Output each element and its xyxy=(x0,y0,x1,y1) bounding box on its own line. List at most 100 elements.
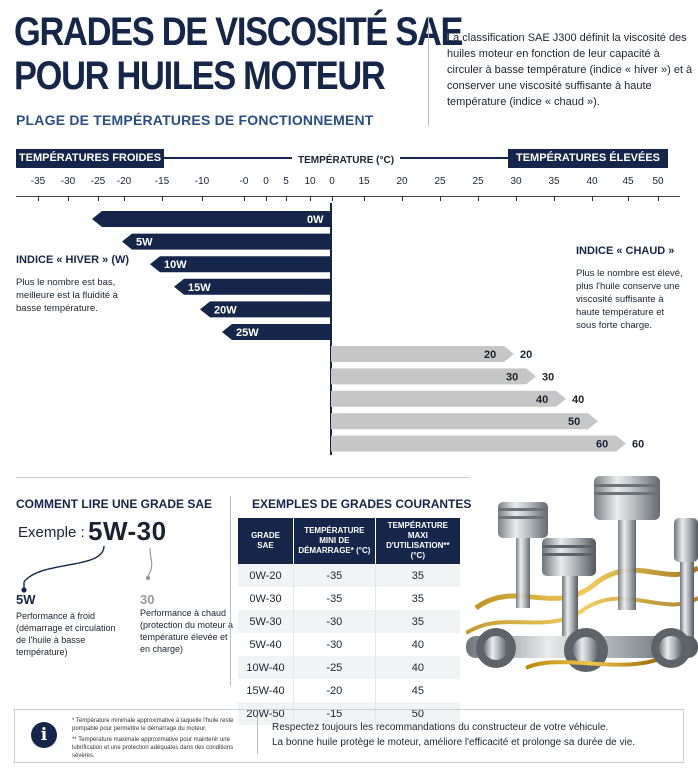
hot-bar-outside-label: 40 xyxy=(572,394,584,406)
hot-bar xyxy=(331,346,514,362)
examples-table-wrap: GRADE SAE TEMPÉRATURE MINI DE DÉMARRAGE*… xyxy=(238,518,460,725)
hot-bar xyxy=(331,435,626,452)
table-row: 20W-50 -15 50 xyxy=(238,702,460,725)
winter-bar-label: 15W xyxy=(188,282,211,294)
temperature-axis-label: TEMPÉRATURE (°C) xyxy=(292,150,401,168)
axis-tick-label: 0 xyxy=(329,176,335,187)
table-cell: 15W-40 xyxy=(238,679,295,702)
hot-code-text: Performance à chaud (protection du moteu… xyxy=(140,608,234,654)
header-max-temp: TEMPÉRATURE MAXI D'UTILISATION** (°C) xyxy=(375,518,460,564)
table-cell: -30 xyxy=(293,633,376,656)
winter-bar-label: 5W xyxy=(136,237,153,249)
cold-temperatures-bar: TEMPÉRATURES FROIDES xyxy=(16,149,164,168)
axis-tick-mark xyxy=(658,196,659,201)
table-cell: 50 xyxy=(375,702,460,725)
hot-bar-label: 60 xyxy=(596,439,608,451)
table-cell: 35 xyxy=(375,610,460,633)
table-cell: 35 xyxy=(375,564,460,587)
hot-bar xyxy=(331,413,598,430)
header-min-temp: TEMPÉRATURE MINI DE DÉMARRAGE* (°C) xyxy=(293,518,376,564)
table-row: 10W-40 -25 40 xyxy=(238,656,460,679)
axis-ticks: -35 -30 -25 -20 -15 -10 -0 0 5 10 0 15 20 25 25 30 35 40 4… xyxy=(0,176,698,202)
axis-tick-label: 40 xyxy=(586,176,598,187)
footer-divider xyxy=(257,716,258,754)
winter-bar-label: 25W xyxy=(236,327,259,339)
page-subtitle: PLAGE DE TEMPÉRATURES DE FONCTIONNEMENT xyxy=(16,112,374,128)
axis-line xyxy=(16,196,680,197)
axis-tick-mark xyxy=(310,196,311,201)
table-cell: -30 xyxy=(293,610,376,633)
axis-tick-mark xyxy=(628,196,629,201)
table-cell: 10W-40 xyxy=(238,656,295,679)
axis-tick-mark xyxy=(68,196,69,201)
axis-tick-label: -10 xyxy=(194,176,210,187)
header-grade: GRADE SAE xyxy=(238,518,295,564)
intro-text: La classification SAE J300 définit la vi… xyxy=(447,32,693,108)
axis-tick-mark xyxy=(478,196,479,201)
axis-tick-mark xyxy=(286,196,287,201)
table-cell: -35 xyxy=(293,587,376,610)
winter-index-text: Plus le nombre est bas, meilleure est la… xyxy=(16,277,118,314)
axis-tick-mark xyxy=(554,196,555,201)
axis-tick-label: 5 xyxy=(283,176,289,187)
example-pointers xyxy=(21,545,153,593)
axis-tick-label: -30 xyxy=(60,176,76,187)
winter-bar-label: 20W xyxy=(214,304,237,316)
hot-bar xyxy=(331,390,566,407)
winter-bar-label: 10W xyxy=(164,259,187,271)
hot-index-text: Plus le nombre est élevé, plus l'huile c… xyxy=(576,268,683,331)
axis-tick-label: 30 xyxy=(510,176,522,187)
axis-tick-label: 45 xyxy=(622,176,634,187)
table-cell: 35 xyxy=(411,592,424,605)
axis-tick-label: -15 xyxy=(154,176,170,187)
winter-bar-label: 0W xyxy=(307,214,324,226)
footer-message: Respectez toujours les recommandations d… xyxy=(272,720,635,750)
table-row: 0W-30 -35 35 xyxy=(238,587,460,610)
axis-tick-mark xyxy=(244,196,245,201)
examples-table: GRADE SAE TEMPÉRATURE MINI DE DÉMARRAGE*… xyxy=(238,518,460,725)
table-row: 0W-20 -35 35 xyxy=(238,564,460,587)
winter-bar xyxy=(122,233,331,250)
winter-bar xyxy=(92,211,331,227)
axis-tick-label: 25 xyxy=(472,176,484,187)
table-row: 5W-40 -30 40 xyxy=(238,633,460,656)
hot-bar-outside-label: 60 xyxy=(632,439,644,451)
table-cell: -25 xyxy=(293,656,376,679)
axis-tick-mark xyxy=(38,196,39,201)
axis-tick-label: -35 xyxy=(30,176,46,187)
axis-tick-label: 25 xyxy=(434,176,446,187)
table-cell: 40 xyxy=(375,656,460,679)
footer-box xyxy=(14,709,684,763)
winter-index-title: INDICE « HIVER » (W) xyxy=(16,254,130,266)
axis-tick-label: 20 xyxy=(396,176,408,187)
page-title-line2: POUR HUILES MOTEUR xyxy=(14,54,386,98)
cold-code-text: Performance à froid (démarrage et circul… xyxy=(16,611,116,657)
table-header-row: GRADE SAE TEMPÉRATURE MINI DE DÉMARRAGE*… xyxy=(238,518,460,564)
hot-bar-label: 50 xyxy=(568,416,580,428)
hot-bar xyxy=(331,368,536,385)
footnote-2: ** Température maximale approximative po… xyxy=(72,737,234,759)
winter-bar xyxy=(200,301,331,318)
table-cell: 45 xyxy=(411,684,424,697)
winter-bar xyxy=(174,278,331,295)
axis-tick-mark xyxy=(364,196,365,201)
hot-bar-label: 30 xyxy=(506,371,518,383)
hot-index-panel: INDICE « CHAUD » Plus le nombre est élev… xyxy=(576,245,686,332)
table-cell: 5W-40 xyxy=(238,633,295,656)
table-cell: -35 xyxy=(293,564,376,587)
table-cell: 0W-20 xyxy=(238,564,295,587)
example-value: 5W-30 xyxy=(88,516,167,546)
axis-tick-mark xyxy=(516,196,517,201)
hot-bar-outside-label: 30 xyxy=(542,371,554,383)
axis-tick-mark xyxy=(592,196,593,201)
hot-bar-outside-label: 20 xyxy=(520,349,532,361)
table-cell: 40 xyxy=(411,638,424,651)
howto-title: COMMENT LIRE UNE GRADE SAE xyxy=(16,497,213,511)
example-label: Exemple : xyxy=(18,524,85,541)
examples-title: EXEMPLES DE GRADES COURANTES xyxy=(252,497,472,511)
temperature-axis-label-text: TEMPÉRATURE (°C) xyxy=(298,155,395,166)
header: GRADES DE VISCOSITÉ SAE POUR HUILES MOTE… xyxy=(14,10,535,98)
page-title: GRADES DE VISCOSITÉ SAE xyxy=(14,10,463,54)
axis-tick-mark xyxy=(440,196,441,201)
table-cell: 0W-30 xyxy=(238,587,295,610)
